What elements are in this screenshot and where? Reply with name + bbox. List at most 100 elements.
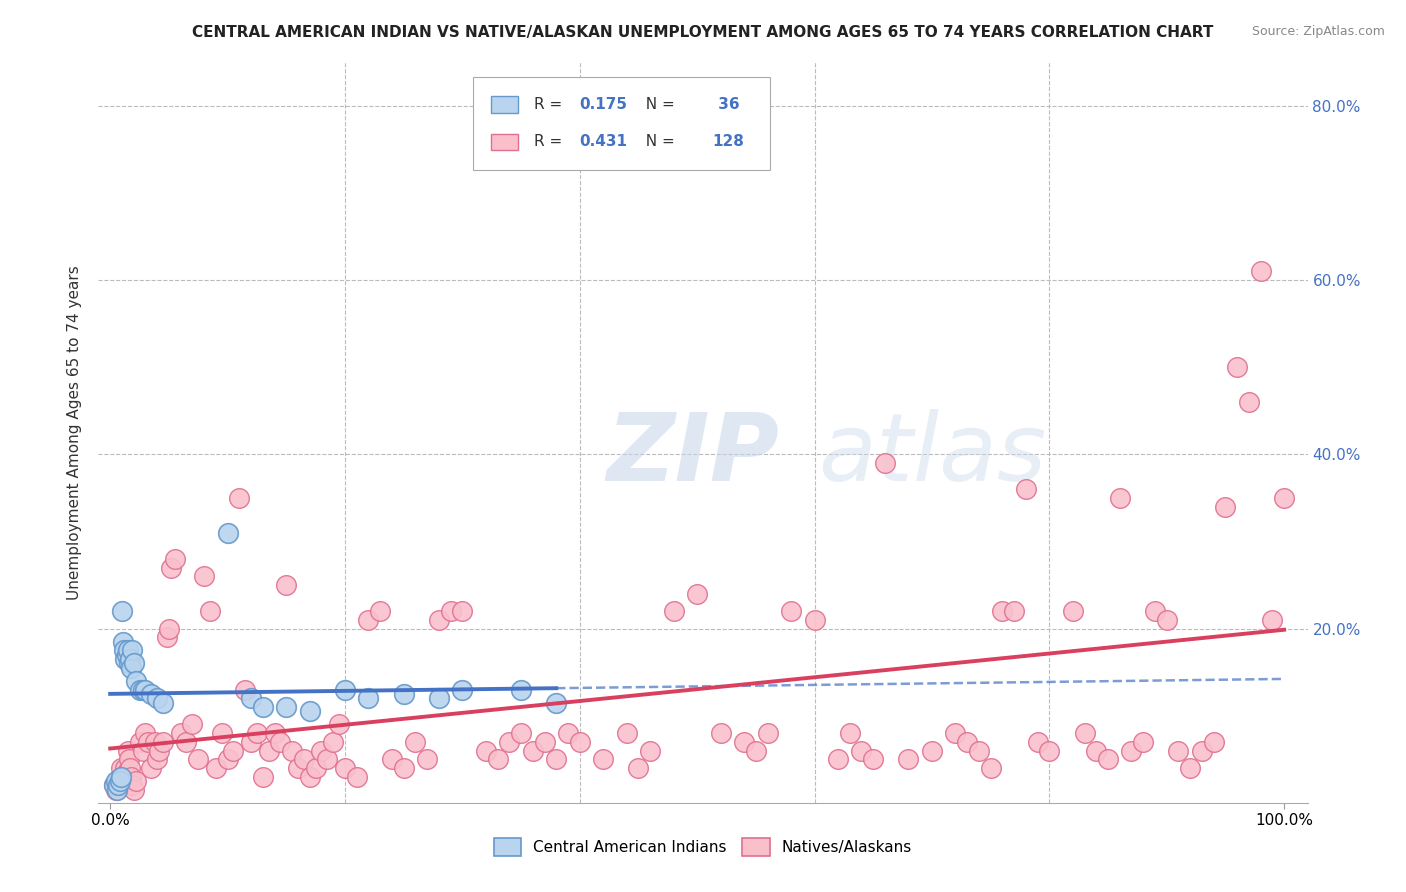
Point [592,752,614,766]
Point [945,726,967,740]
Point [439,604,461,618]
Point [112,643,135,657]
Point [557,726,579,740]
Point [117,643,139,657]
Point [240,735,263,749]
Point [217,525,239,540]
Point [128,682,150,697]
Point [246,726,269,740]
Point [257,743,280,757]
Point [1062,604,1084,618]
Point [132,743,155,757]
Point [118,657,141,671]
Point [128,735,150,749]
Point [568,735,591,749]
Point [115,648,138,662]
Point [103,778,125,792]
Point [160,560,183,574]
Text: CENTRAL AMERICAN INDIAN VS NATIVE/ALASKAN UNEMPLOYMENT AMONG AGES 65 TO 74 YEARS: CENTRAL AMERICAN INDIAN VS NATIVE/ALASKA… [193,25,1213,40]
Point [120,761,142,775]
Point [451,604,474,618]
Point [204,761,226,775]
Point [112,774,135,789]
Point [522,743,544,757]
Point [152,696,174,710]
Point [756,726,779,740]
Point [381,752,404,766]
Point [287,761,309,775]
Point [281,743,304,757]
Text: 0.175: 0.175 [579,97,627,112]
Point [627,761,650,775]
Point [1167,743,1189,757]
FancyBboxPatch shape [492,134,517,150]
Point [710,726,733,740]
Point [240,691,263,706]
Point [1026,735,1049,749]
Point [228,491,250,505]
Point [1191,743,1213,757]
Point [1261,613,1284,627]
Point [107,778,129,792]
Point [146,752,169,766]
Point [120,661,142,675]
Point [193,569,215,583]
Point [132,682,155,697]
Point [451,682,474,697]
Point [827,752,849,766]
Point [107,774,129,789]
Text: N =: N = [637,97,681,112]
Point [328,717,350,731]
Point [163,552,186,566]
Point [1121,743,1143,757]
Point [108,770,131,784]
Point [1108,491,1130,505]
Point [176,735,198,749]
Point [546,752,568,766]
Point [1237,395,1260,409]
Point [118,752,141,766]
Point [416,752,439,766]
Point [105,782,128,797]
Point [143,735,166,749]
Point [498,735,520,749]
Point [134,682,156,697]
Text: 128: 128 [713,134,745,149]
Point [122,657,145,671]
Point [851,743,873,757]
Point [111,770,134,784]
Text: 36: 36 [713,97,740,112]
Point [967,743,990,757]
Point [873,456,896,470]
Point [1073,726,1095,740]
Point [616,726,638,740]
Point [486,752,509,766]
Point [510,682,533,697]
Point [122,782,145,797]
Point [304,761,326,775]
Point [120,652,142,666]
Point [181,717,204,731]
Point [1132,735,1154,749]
Point [368,604,391,618]
Point [862,752,884,766]
Point [638,743,661,757]
Point [686,587,709,601]
Point [103,778,125,792]
Point [357,613,380,627]
Point [662,604,685,618]
Point [263,726,285,740]
Point [1038,743,1060,757]
Point [921,743,943,757]
Text: ZIP: ZIP [606,409,779,500]
Point [392,761,415,775]
Point [1002,604,1025,618]
Point [1156,613,1178,627]
Point [298,770,321,784]
Point [146,691,169,706]
Point [148,743,170,757]
Point [108,774,131,789]
Point [252,770,274,784]
Text: Source: ZipAtlas.com: Source: ZipAtlas.com [1251,25,1385,38]
Point [745,743,768,757]
